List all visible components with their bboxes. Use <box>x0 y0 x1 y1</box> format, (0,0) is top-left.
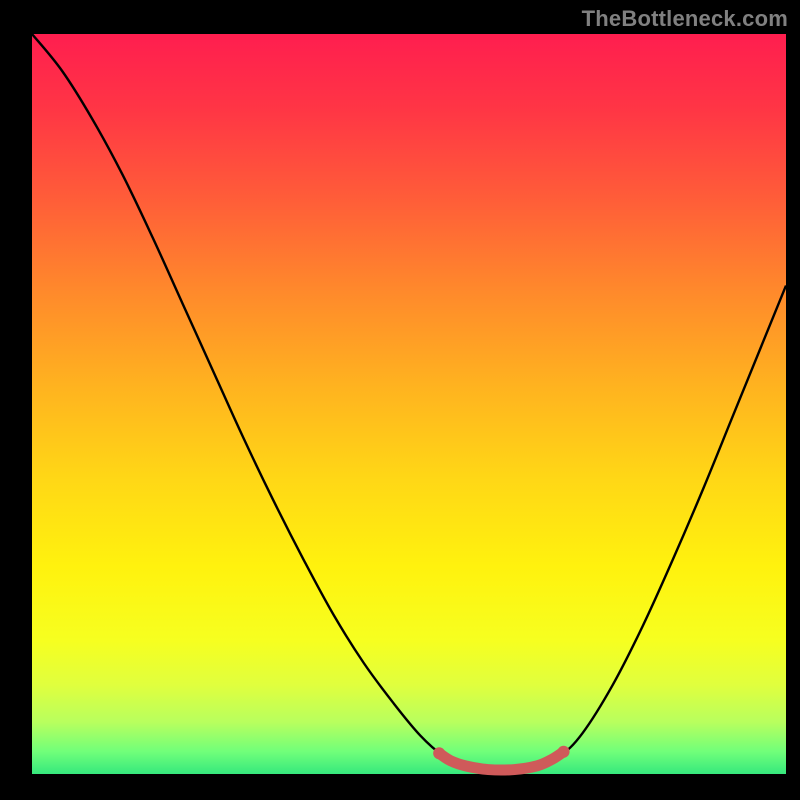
gradient-background <box>32 34 786 774</box>
watermark-text: TheBottleneck.com <box>582 6 788 32</box>
marker-dot <box>433 747 445 759</box>
marker-dot <box>558 746 570 758</box>
chart-stage: TheBottleneck.com <box>0 0 800 800</box>
bottleneck-chart <box>0 0 800 800</box>
